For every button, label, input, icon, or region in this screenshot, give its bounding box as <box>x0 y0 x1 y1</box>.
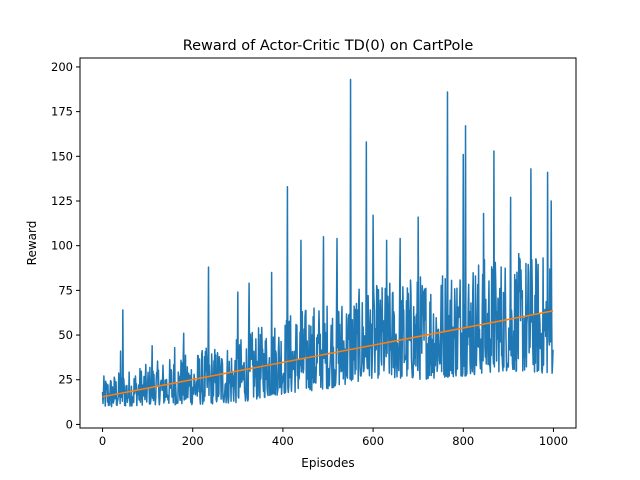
y-axis: 0 25 50 75 100 125 150 175 200 <box>51 60 80 431</box>
plot-frame <box>79 57 577 429</box>
trend-line <box>102 310 554 398</box>
reward-series-line <box>101 78 554 408</box>
x-tick-label: 200 <box>182 434 204 448</box>
y-tick-label: 150 <box>51 149 73 163</box>
x-tick-label: 800 <box>452 434 474 448</box>
y-tick-label: 200 <box>51 60 73 74</box>
y-tick-label: 0 <box>66 417 73 431</box>
x-tick-label: 400 <box>272 434 294 448</box>
y-axis-label: Reward <box>25 221 39 266</box>
x-tick-label: 0 <box>99 434 106 448</box>
x-tick-label: 600 <box>362 434 384 448</box>
x-axis-label: Episodes <box>301 456 354 470</box>
x-tick-label: 1000 <box>539 434 568 448</box>
y-tick-label: 175 <box>51 105 73 119</box>
chart-title: Reward of Actor-Critic TD(0) on CartPole <box>183 38 474 54</box>
y-tick-label: 50 <box>58 328 73 342</box>
y-tick-label: 25 <box>58 373 73 387</box>
y-tick-label: 100 <box>51 239 73 253</box>
x-axis: 0 200 400 600 800 1000 <box>99 428 568 448</box>
y-tick-label: 125 <box>51 194 73 208</box>
plot-area <box>101 78 554 408</box>
y-tick-label: 75 <box>58 283 73 297</box>
